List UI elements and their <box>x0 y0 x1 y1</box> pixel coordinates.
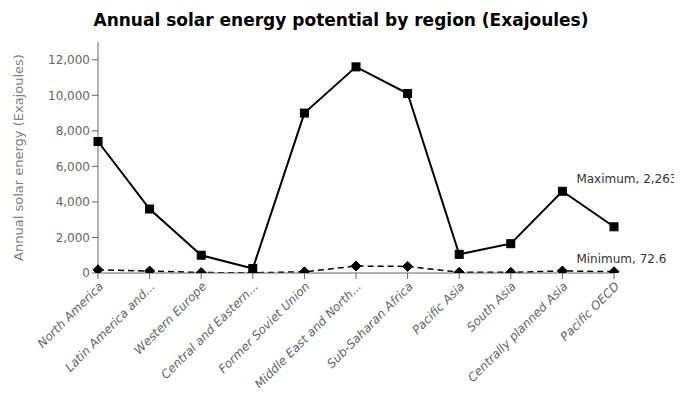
svg-text:Latin America and...: Latin America and... <box>62 279 157 374</box>
svg-text:4,000: 4,000 <box>56 195 90 209</box>
svg-text:Former Soviet Union: Former Soviet Union <box>216 279 313 376</box>
html-text:Annual solar energy potential: Annual solar energy potential by region … <box>93 10 589 30</box>
svg-text:8,000: 8,000 <box>56 124 90 138</box>
svg-text:North America: North America <box>34 279 107 351</box>
svg-text:Sub-Saharan Africa: Sub-Saharan Africa <box>324 279 416 371</box>
svg-text:10,000: 10,000 <box>48 89 90 103</box>
svg-text:Pacific Asia: Pacific Asia <box>409 279 467 337</box>
svg-text:Middle East and North...: Middle East and North... <box>252 279 364 388</box>
svg-text:Centrally planned Asia: Centrally planned Asia <box>465 279 571 385</box>
svg-text:12,000: 12,000 <box>48 53 90 67</box>
svg-text:South Asia: South Asia <box>464 279 519 334</box>
svg-text:Western Europe: Western Europe <box>131 279 210 358</box>
svg-text:0: 0 <box>82 266 90 280</box>
svg-text:Annual solar energy (Exajoules: Annual solar energy (Exajoules) <box>11 54 26 261</box>
svg-text:6,000: 6,000 <box>56 160 90 174</box>
svg-text:Maximum, 2,263: Maximum, 2,263 <box>576 172 674 186</box>
svg-text:Pacific OECD: Pacific OECD <box>558 279 623 344</box>
svg-text:2,000: 2,000 <box>56 231 90 245</box>
svg-text:Central and Eastern...: Central and Eastern... <box>158 279 261 382</box>
svg-text:Minimum, 72.6: Minimum, 72.6 <box>576 252 666 266</box>
